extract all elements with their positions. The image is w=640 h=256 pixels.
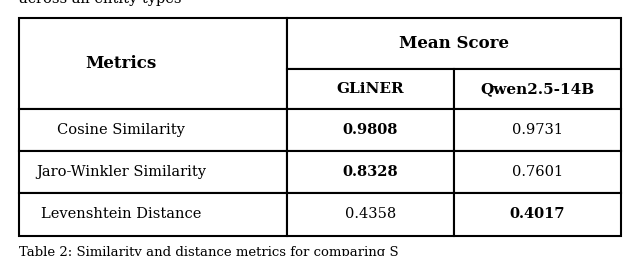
Text: Mean Score: Mean Score	[399, 35, 509, 52]
Text: Jaro-Winkler Similarity: Jaro-Winkler Similarity	[36, 165, 206, 179]
Text: across all entity types: across all entity types	[19, 0, 182, 6]
Text: 0.8328: 0.8328	[343, 165, 398, 179]
Text: 0.7601: 0.7601	[512, 165, 563, 179]
Text: 0.9731: 0.9731	[512, 123, 563, 137]
Text: 0.9808: 0.9808	[343, 123, 398, 137]
Text: Cosine Similarity: Cosine Similarity	[57, 123, 185, 137]
Text: 0.4358: 0.4358	[345, 207, 396, 221]
Text: 0.4017: 0.4017	[509, 207, 565, 221]
Text: GLiNER: GLiNER	[337, 82, 404, 96]
Text: Table 2: Similarity and distance metrics for comparing S: Table 2: Similarity and distance metrics…	[19, 246, 399, 256]
Text: Levenshtein Distance: Levenshtein Distance	[41, 207, 201, 221]
Text: Qwen2.5-14B: Qwen2.5-14B	[481, 82, 595, 96]
Text: Metrics: Metrics	[85, 55, 157, 72]
